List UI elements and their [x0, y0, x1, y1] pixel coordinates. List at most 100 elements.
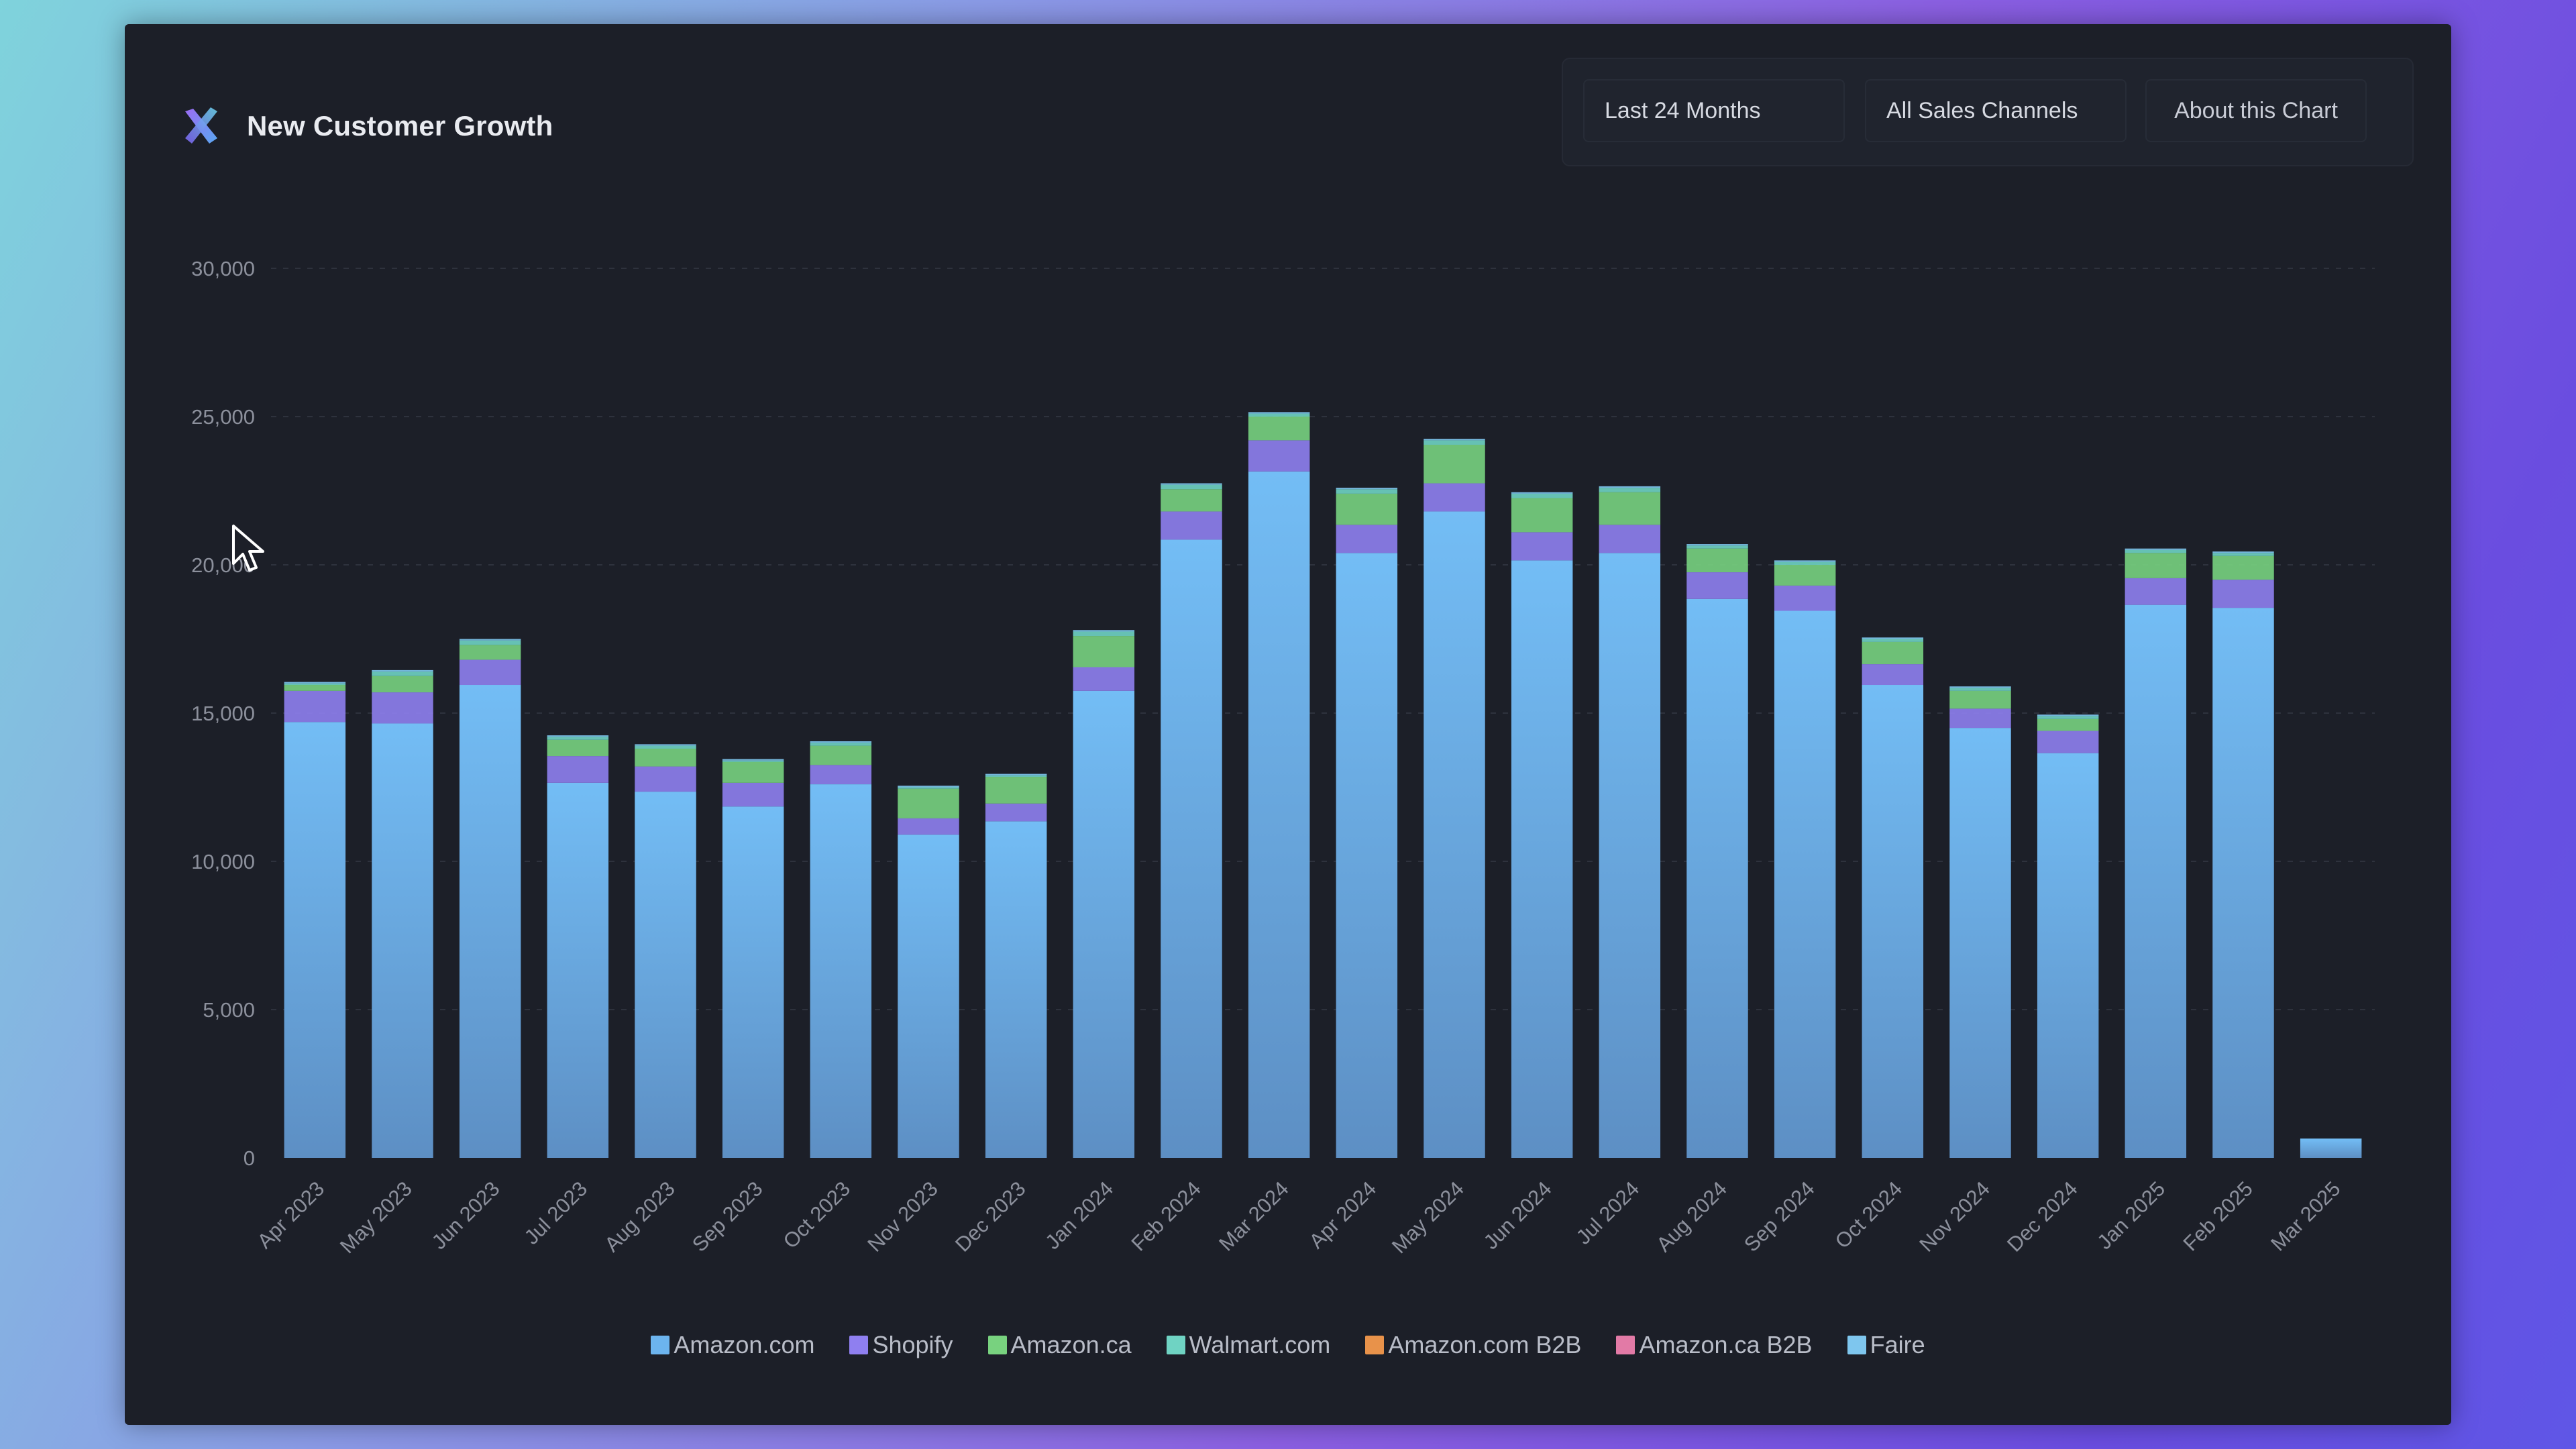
- bar-segment-walmart-com[interactable]: [1073, 631, 1135, 637]
- bar-segment-faire[interactable]: [1424, 439, 1485, 441]
- bar-segment-amazon-com[interactable]: [1248, 471, 1310, 1158]
- bar-segment-walmart-com[interactable]: [1336, 489, 1398, 494]
- bar-segment-amazon-com[interactable]: [1862, 685, 1924, 1158]
- bar-segment-shopify[interactable]: [1599, 525, 1661, 553]
- bar-segment-faire[interactable]: [2125, 548, 2187, 550]
- bar-segment-shopify[interactable]: [635, 766, 696, 792]
- legend-item[interactable]: Amazon.ca: [987, 1331, 1132, 1359]
- bar-segment-amazon-com[interactable]: [2125, 604, 2187, 1158]
- legend-item[interactable]: Faire: [1847, 1331, 1925, 1359]
- bar-segment-shopify[interactable]: [459, 659, 521, 686]
- bar-segment-amazon-ca[interactable]: [284, 685, 346, 691]
- bar-segment-amazon-com[interactable]: [2300, 1138, 2362, 1158]
- bar-segment-walmart-com[interactable]: [372, 672, 433, 676]
- bar-segment-faire[interactable]: [898, 786, 959, 788]
- legend-item[interactable]: Shopify: [849, 1331, 953, 1359]
- bar-segment-shopify[interactable]: [284, 690, 346, 722]
- bar-segment-walmart-com[interactable]: [1511, 493, 1573, 498]
- bar-segment-faire[interactable]: [1774, 560, 1836, 562]
- bar-segment-shopify[interactable]: [2212, 580, 2274, 608]
- bar-segment-amazon-ca[interactable]: [1336, 493, 1398, 525]
- bar-segment-amazon-com[interactable]: [1073, 690, 1135, 1158]
- date-range-select[interactable]: Last 24 Months: [1583, 79, 1845, 142]
- bar-segment-shopify[interactable]: [2125, 578, 2187, 605]
- bar-segment-walmart-com[interactable]: [722, 760, 784, 762]
- bar-segment-shopify[interactable]: [547, 756, 609, 783]
- bar-segment-amazon-ca[interactable]: [635, 749, 696, 767]
- bar-segment-amazon-ca[interactable]: [459, 645, 521, 660]
- bar-segment-amazon-ca[interactable]: [1599, 492, 1661, 525]
- bar-segment-amazon-ca[interactable]: [1949, 690, 2011, 709]
- bar-segment-shopify[interactable]: [1424, 483, 1485, 512]
- bar-segment-shopify[interactable]: [1248, 440, 1310, 472]
- bar-segment-walmart-com[interactable]: [2212, 553, 2274, 556]
- bar-segment-faire[interactable]: [1073, 630, 1135, 632]
- bar-segment-amazon-ca[interactable]: [2212, 555, 2274, 580]
- bar-segment-walmart-com[interactable]: [1949, 688, 2011, 691]
- legend-item[interactable]: Amazon.com: [651, 1331, 814, 1359]
- bar-segment-faire[interactable]: [635, 744, 696, 746]
- bar-segment-amazon-com[interactable]: [372, 723, 433, 1158]
- bar-segment-walmart-com[interactable]: [810, 743, 872, 746]
- bar-segment-shopify[interactable]: [898, 818, 959, 835]
- bar-segment-amazon-com[interactable]: [898, 835, 959, 1158]
- bar-segment-amazon-ca[interactable]: [898, 788, 959, 818]
- bar-segment-walmart-com[interactable]: [1774, 561, 1836, 565]
- bar-segment-walmart-com[interactable]: [1161, 484, 1222, 490]
- bar-segment-shopify[interactable]: [1161, 511, 1222, 540]
- bar-segment-walmart-com[interactable]: [1248, 413, 1310, 417]
- bar-segment-shopify[interactable]: [985, 803, 1047, 822]
- bar-segment-walmart-com[interactable]: [985, 775, 1047, 777]
- bar-segment-amazon-com[interactable]: [2037, 753, 2099, 1158]
- bar-segment-amazon-com[interactable]: [547, 782, 609, 1158]
- bar-segment-walmart-com[interactable]: [284, 683, 346, 686]
- bar-segment-walmart-com[interactable]: [2125, 549, 2187, 553]
- bar-segment-amazon-com[interactable]: [985, 821, 1047, 1158]
- bar-segment-amazon-com[interactable]: [1161, 539, 1222, 1158]
- bar-segment-amazon-com[interactable]: [1774, 610, 1836, 1158]
- bar-segment-amazon-com[interactable]: [722, 806, 784, 1158]
- bar-segment-amazon-com[interactable]: [1949, 728, 2011, 1158]
- bar-segment-amazon-ca[interactable]: [1774, 565, 1836, 586]
- bar-segment-walmart-com[interactable]: [459, 640, 521, 645]
- bar-segment-amazon-com[interactable]: [2212, 608, 2274, 1158]
- bar-segment-faire[interactable]: [1599, 486, 1661, 488]
- bar-segment-walmart-com[interactable]: [635, 745, 696, 749]
- bar-segment-amazon-com[interactable]: [459, 685, 521, 1158]
- bar-segment-faire[interactable]: [1949, 686, 2011, 688]
- bar-segment-faire[interactable]: [1862, 637, 1924, 639]
- bar-segment-amazon-com[interactable]: [1424, 511, 1485, 1158]
- bar-segment-walmart-com[interactable]: [2037, 716, 2099, 719]
- bar-segment-faire[interactable]: [284, 682, 346, 684]
- bar-segment-faire[interactable]: [2037, 714, 2099, 716]
- bar-segment-amazon-ca[interactable]: [372, 676, 433, 693]
- bar-segment-amazon-ca[interactable]: [2125, 553, 2187, 578]
- bar-segment-shopify[interactable]: [1774, 585, 1836, 611]
- bar-segment-amazon-com[interactable]: [810, 784, 872, 1158]
- bar-segment-amazon-ca[interactable]: [985, 777, 1047, 804]
- bar-segment-faire[interactable]: [810, 741, 872, 743]
- bar-segment-faire[interactable]: [1511, 492, 1573, 494]
- bar-segment-faire[interactable]: [985, 773, 1047, 775]
- bar-segment-faire[interactable]: [1161, 483, 1222, 485]
- bar-segment-shopify[interactable]: [722, 782, 784, 807]
- about-chart-button[interactable]: About this Chart: [2145, 79, 2367, 142]
- bar-segment-amazon-com[interactable]: [1599, 553, 1661, 1158]
- bar-segment-shopify[interactable]: [1862, 664, 1924, 686]
- bar-segment-walmart-com[interactable]: [1686, 545, 1748, 549]
- bar-segment-amazon-ca[interactable]: [2037, 718, 2099, 731]
- legend-item[interactable]: Amazon.ca B2B: [1616, 1331, 1813, 1359]
- bar-segment-amazon-ca[interactable]: [1511, 498, 1573, 533]
- bar-segment-faire[interactable]: [547, 735, 609, 737]
- bar-segment-amazon-ca[interactable]: [1862, 641, 1924, 665]
- bar-segment-amazon-ca[interactable]: [1073, 636, 1135, 667]
- bar-segment-walmart-com[interactable]: [1862, 639, 1924, 642]
- sales-channel-select[interactable]: All Sales Channels: [1865, 79, 2127, 142]
- bar-segment-amazon-ca[interactable]: [722, 761, 784, 783]
- bar-segment-walmart-com[interactable]: [1599, 488, 1661, 492]
- bar-segment-walmart-com[interactable]: [898, 787, 959, 789]
- bar-segment-shopify[interactable]: [1949, 708, 2011, 729]
- bar-segment-faire[interactable]: [2212, 551, 2274, 553]
- bar-segment-faire[interactable]: [1686, 544, 1748, 546]
- bar-segment-shopify[interactable]: [1511, 532, 1573, 561]
